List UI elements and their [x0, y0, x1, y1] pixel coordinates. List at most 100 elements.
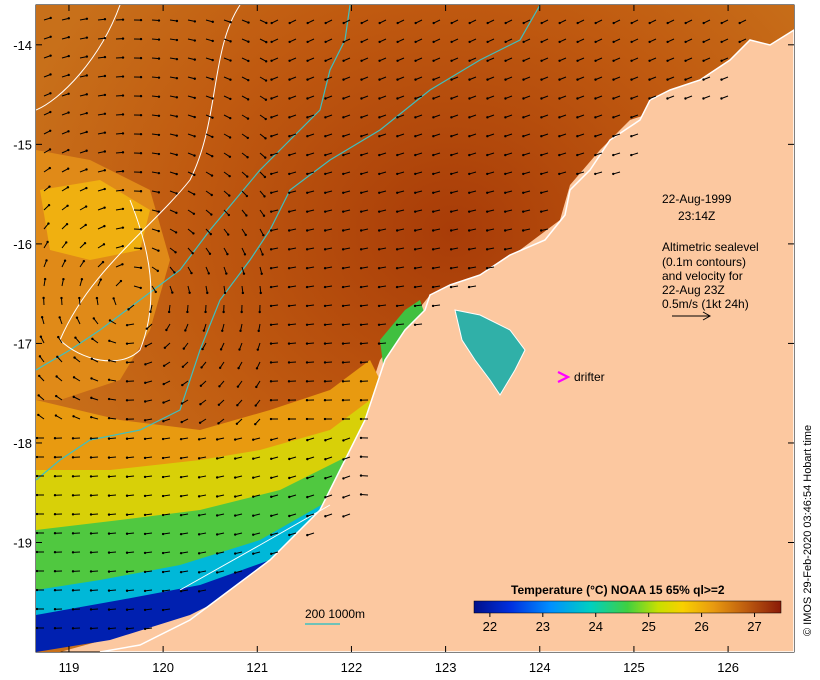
velocity-arrow-head — [594, 78, 597, 81]
velocity-arrow-head — [360, 40, 363, 44]
velocity-arrow-head — [324, 40, 327, 44]
velocity-arrow-head — [270, 172, 273, 176]
velocity-arrow-head — [269, 380, 273, 383]
velocity-arrow-head — [396, 97, 399, 100]
velocity-arrow-head — [504, 21, 507, 25]
velocity-arrow-head — [215, 457, 219, 460]
velocity-arrow-head — [288, 59, 291, 62]
velocity-arrow-head — [35, 512, 39, 516]
velocity-arrow-head — [323, 285, 327, 289]
velocity-arrow-head — [468, 172, 471, 176]
velocity-arrow-head — [139, 56, 143, 60]
velocity-arrow-head — [468, 78, 471, 81]
velocity-arrow-head — [288, 78, 291, 81]
velocity-arrow-head — [305, 361, 309, 364]
velocity-arrow-head — [233, 495, 237, 498]
velocity-arrow-head — [486, 116, 489, 119]
velocity-arrow-head — [254, 404, 257, 407]
velocity-arrow-head — [450, 153, 453, 157]
velocity-arrow-head — [125, 589, 129, 592]
velocity-arrow-head — [99, 278, 103, 281]
velocity-arrow-head — [102, 243, 106, 246]
velocity-arrow-head — [246, 156, 249, 159]
velocity-arrow-head — [288, 153, 291, 157]
velocity-arrow-head — [413, 267, 417, 270]
velocity-arrow-head — [684, 59, 687, 62]
velocity-arrow-head — [287, 304, 291, 308]
velocity-arrow-head — [157, 114, 161, 118]
svg-text:22-Aug 23Z: 22-Aug 23Z — [662, 283, 725, 297]
velocity-arrow-head — [264, 117, 267, 121]
velocity-arrow-head — [540, 135, 543, 138]
velocity-arrow-head — [269, 285, 273, 289]
velocity-arrow-head — [288, 40, 291, 44]
velocity-arrow-head — [450, 191, 453, 194]
velocity-arrow-head — [71, 551, 75, 554]
velocity-arrow-head — [738, 21, 741, 25]
velocity-arrow-head — [125, 532, 129, 535]
velocity-arrow-head — [378, 172, 381, 176]
velocity-arrow-head — [360, 78, 363, 81]
velocity-arrow-head — [270, 78, 273, 81]
velocity-arrow-head — [48, 148, 52, 151]
velocity-arrow-head — [107, 551, 111, 554]
velocity-arrow-head — [215, 571, 219, 574]
velocity-arrow-head — [175, 96, 179, 99]
velocity-arrow-head — [449, 285, 453, 289]
svg-text:drifter: drifter — [574, 370, 605, 384]
velocity-arrow-head — [594, 116, 597, 119]
velocity-arrow-head — [157, 171, 161, 175]
velocity-arrow-head — [324, 477, 327, 480]
velocity-arrow-head — [288, 457, 291, 461]
velocity-arrow-head — [49, 54, 52, 57]
velocity-arrow-head — [432, 191, 435, 194]
velocity-arrow-head — [612, 59, 615, 62]
velocity-arrow-head — [504, 172, 507, 176]
velocity-arrow-head — [359, 436, 363, 440]
velocity-arrow-head — [395, 267, 399, 270]
velocity-arrow-head — [72, 376, 76, 379]
velocity-arrow-head — [197, 495, 201, 498]
velocity-arrow-head — [306, 514, 309, 518]
lat-tick-label: -17 — [13, 336, 32, 351]
drifter-icon — [557, 371, 571, 383]
velocity-arrow-head — [252, 457, 255, 460]
velocity-arrow-head — [53, 551, 57, 554]
velocity-arrow-head — [324, 21, 327, 25]
velocity-arrow-head — [144, 363, 147, 366]
velocity-arrow-head — [48, 185, 51, 188]
velocity-arrow-head — [198, 421, 202, 424]
velocity-arrow-head — [396, 116, 399, 119]
velocity-arrow-head — [245, 194, 249, 198]
velocity-arrow-head — [414, 97, 417, 100]
velocity-arrow-head — [144, 344, 147, 348]
velocity-arrow-head — [226, 252, 229, 256]
velocity-arrow-head — [215, 552, 219, 555]
velocity-arrow-head — [359, 229, 363, 232]
velocity-arrow-head — [396, 21, 399, 25]
velocity-arrow-head — [342, 116, 345, 119]
velocity-arrow-head — [90, 415, 93, 419]
velocity-arrow-head — [246, 136, 250, 140]
lat-tick-label: -14 — [13, 38, 32, 53]
velocity-arrow-head — [174, 231, 178, 234]
velocity-arrow-head — [612, 40, 615, 44]
velocity-arrow-head — [257, 329, 260, 333]
velocity-arrow-head — [378, 116, 381, 119]
velocity-arrow-head — [121, 113, 125, 116]
velocity-arrow-head — [38, 374, 41, 378]
velocity-arrow-head — [125, 418, 129, 421]
velocity-arrow-head — [467, 267, 471, 270]
velocity-arrow-head — [49, 129, 52, 132]
velocity-arrow-head — [173, 271, 176, 274]
velocity-arrow-head — [522, 153, 525, 157]
velocity-arrow-head — [269, 323, 273, 326]
velocity-arrow-head — [594, 172, 597, 176]
velocity-arrow-head — [125, 513, 129, 516]
ocean-blue-south — [36, 520, 330, 652]
velocity-arrow-head — [90, 357, 93, 360]
velocity-arrow-head — [71, 437, 75, 440]
velocity-arrow-head — [540, 191, 543, 194]
velocity-arrow-head — [237, 366, 240, 370]
velocity-arrow-head — [720, 21, 723, 25]
